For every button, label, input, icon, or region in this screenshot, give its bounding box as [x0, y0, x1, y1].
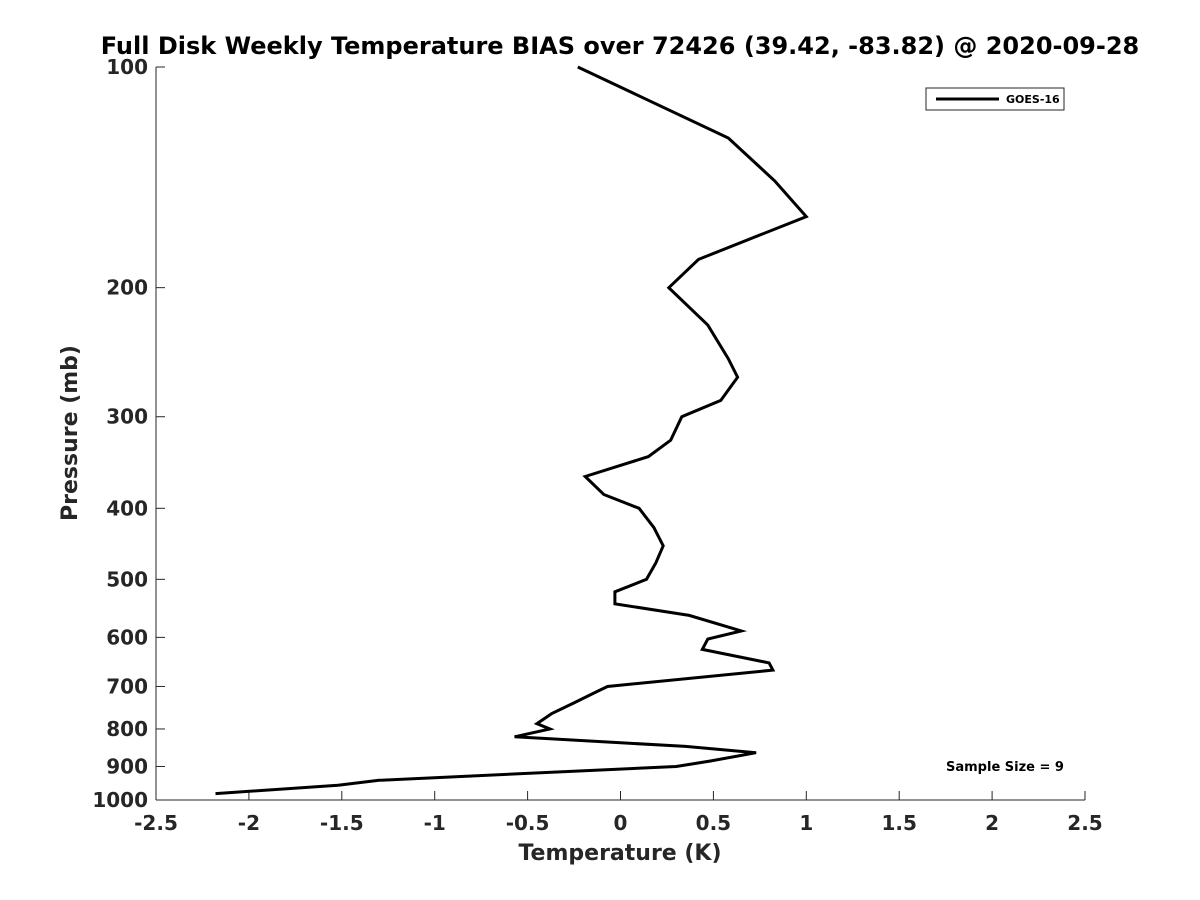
y-tick-label: 900 — [106, 754, 148, 778]
plot-area — [156, 67, 1085, 800]
y-tick-label: 700 — [106, 674, 148, 698]
y-axis-ticks: 100 200 300 400 500 600 700 800 900 1000 — [92, 55, 165, 812]
x-tick-label: -1 — [424, 811, 446, 835]
x-tick-label: 1 — [799, 811, 813, 835]
x-tick-label: 0 — [614, 811, 628, 835]
y-tick-label: 200 — [106, 276, 148, 300]
sample-size-annotation: Sample Size = 9 — [946, 760, 1064, 775]
x-tick-label: -2.5 — [134, 811, 178, 835]
x-tick-label: -1.5 — [320, 811, 364, 835]
y-tick-label: 500 — [106, 567, 148, 591]
x-tick-label: -0.5 — [506, 811, 550, 835]
series-layer — [215, 65, 809, 796]
y-tick-label: 400 — [106, 496, 148, 520]
y-tick-label: 600 — [106, 625, 148, 649]
x-tick-label: 2 — [985, 811, 999, 835]
y-tick-label: 800 — [106, 717, 148, 741]
y-tick-label: 300 — [106, 405, 148, 429]
x-tick-label: 0.5 — [696, 811, 731, 835]
y-axis-label: Pressure (mb) — [58, 345, 83, 521]
x-axis-ticks: -2.5 -2 -1.5 -1 -0.5 0 0.5 1 1.5 2 2.5 — [134, 791, 1103, 835]
y-tick-label: 100 — [106, 55, 148, 79]
x-tick-label: -2 — [238, 811, 260, 835]
chart-title: Full Disk Weekly Temperature BIAS over 7… — [101, 32, 1140, 60]
legend-entry-goes16: GOES-16 — [1006, 93, 1060, 106]
x-tick-label: 1.5 — [881, 811, 916, 835]
legend: GOES-16 — [925, 87, 1065, 111]
series-line-goes16 — [215, 65, 809, 796]
x-axis-label: Temperature (K) — [518, 841, 721, 866]
y-tick-label: 1000 — [92, 788, 148, 812]
x-tick-label: 2.5 — [1067, 811, 1102, 835]
